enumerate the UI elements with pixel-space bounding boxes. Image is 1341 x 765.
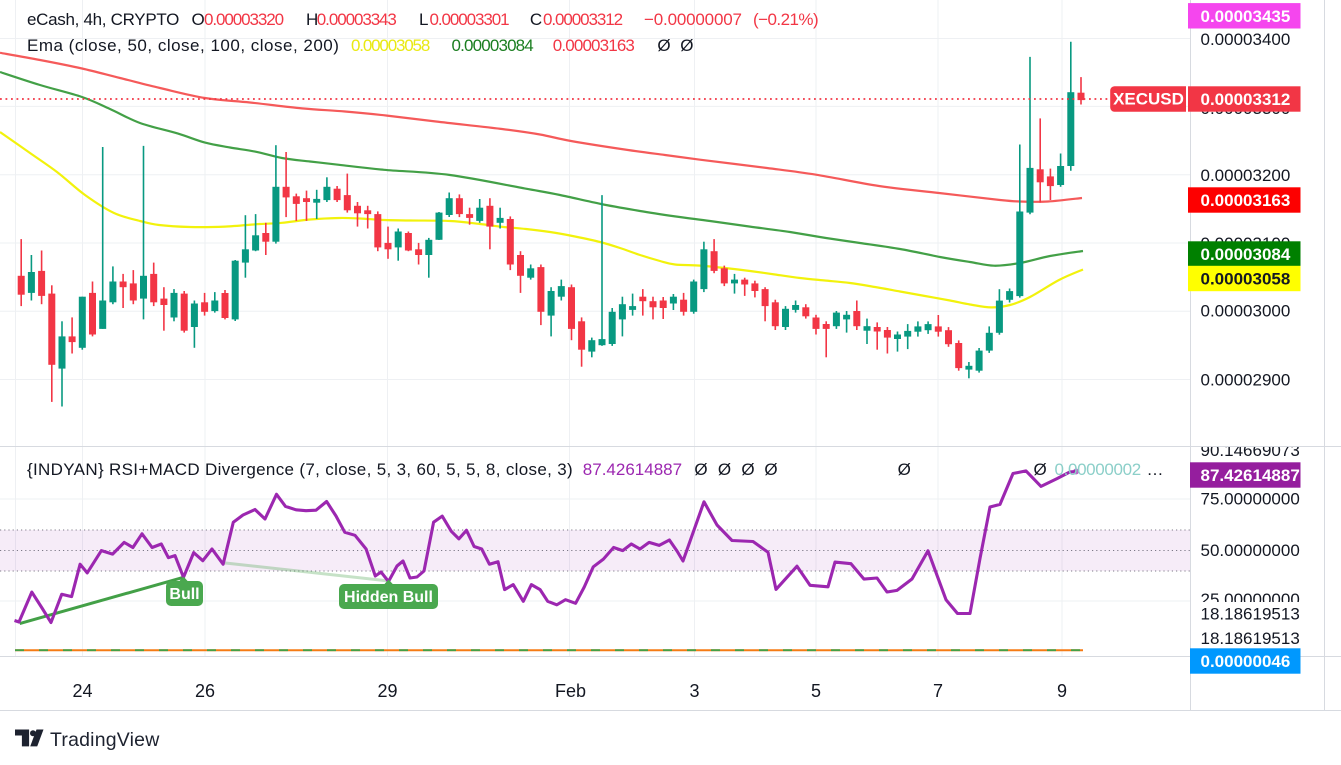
svg-text:Ø: Ø [741,460,754,479]
svg-text:0.00003084: 0.00003084 [452,36,534,55]
svg-text:9: 9 [1057,681,1067,701]
svg-text:L: L [419,10,428,29]
svg-text:50.00000000: 50.00000000 [1201,541,1300,560]
svg-text:O: O [192,10,205,29]
svg-text:Ø: Ø [694,460,707,479]
svg-text:0.00002900: 0.00002900 [1201,370,1291,389]
svg-text:7: 7 [933,681,943,701]
svg-text:Bull: Bull [169,586,199,603]
svg-text:29: 29 [377,681,397,701]
svg-text:0.00003343: 0.00003343 [317,10,397,29]
svg-text:0.00003200: 0.00003200 [1201,166,1291,185]
svg-text:0.00000046: 0.00000046 [1201,652,1291,671]
svg-text:{INDYAN} RSI+MACD Divergence (: {INDYAN} RSI+MACD Divergence (7, close, … [27,460,573,479]
svg-text:0.00003400: 0.00003400 [1201,30,1291,49]
svg-text:0.00003163: 0.00003163 [1201,191,1291,210]
svg-text:Ø: Ø [764,460,777,479]
svg-text:0.00003435: 0.00003435 [1201,7,1291,26]
svg-text:18.18619513: 18.18619513 [1201,605,1300,624]
svg-text:0.00003058: 0.00003058 [351,36,430,55]
svg-text:0.00003058: 0.00003058 [1201,270,1291,289]
svg-text:0.00003312: 0.00003312 [543,10,623,29]
svg-text:TradingView: TradingView [50,729,160,751]
svg-text:−0.00000007: −0.00000007 [644,10,742,29]
svg-text:0.00003301: 0.00003301 [430,10,510,29]
svg-text:18.18619513: 18.18619513 [1201,629,1300,648]
svg-text:Ø: Ø [657,36,670,55]
svg-text:5: 5 [811,681,821,701]
svg-text:XECUSD: XECUSD [1113,90,1184,109]
svg-text:Ø: Ø [1034,460,1047,479]
svg-text:87.42614887: 87.42614887 [583,460,682,479]
svg-text:3: 3 [689,681,699,701]
svg-text:75.00000000: 75.00000000 [1201,490,1300,509]
svg-text:0.00003320: 0.00003320 [204,10,284,29]
svg-text:26: 26 [195,681,215,701]
svg-text:H: H [306,10,318,29]
svg-text:Feb: Feb [555,681,586,701]
svg-text:Ø: Ø [718,460,731,479]
svg-text:…: … [1147,460,1164,479]
svg-text:0.00003084: 0.00003084 [1201,245,1291,264]
svg-text:Ø: Ø [680,36,693,55]
svg-text:0.00003000: 0.00003000 [1201,302,1291,321]
svg-text:(−0.21%): (−0.21%) [753,10,818,29]
svg-text:eCash, 4h, CRYPTO: eCash, 4h, CRYPTO [27,10,179,29]
svg-text:Hidden Bull: Hidden Bull [344,589,433,606]
svg-text:Ema (close, 50, close, 100, cl: Ema (close, 50, close, 100, close, 200) [27,36,339,55]
svg-text:24: 24 [72,681,92,701]
svg-text:C: C [530,10,542,29]
svg-text:Ø: Ø [898,460,911,479]
svg-text:0.00003163: 0.00003163 [553,36,635,55]
svg-text:90.14669073: 90.14669073 [1201,441,1300,460]
svg-text:0.00000002: 0.00000002 [1055,460,1141,479]
svg-text:87.42614887: 87.42614887 [1201,466,1300,485]
svg-text:0.00003312: 0.00003312 [1201,90,1291,109]
